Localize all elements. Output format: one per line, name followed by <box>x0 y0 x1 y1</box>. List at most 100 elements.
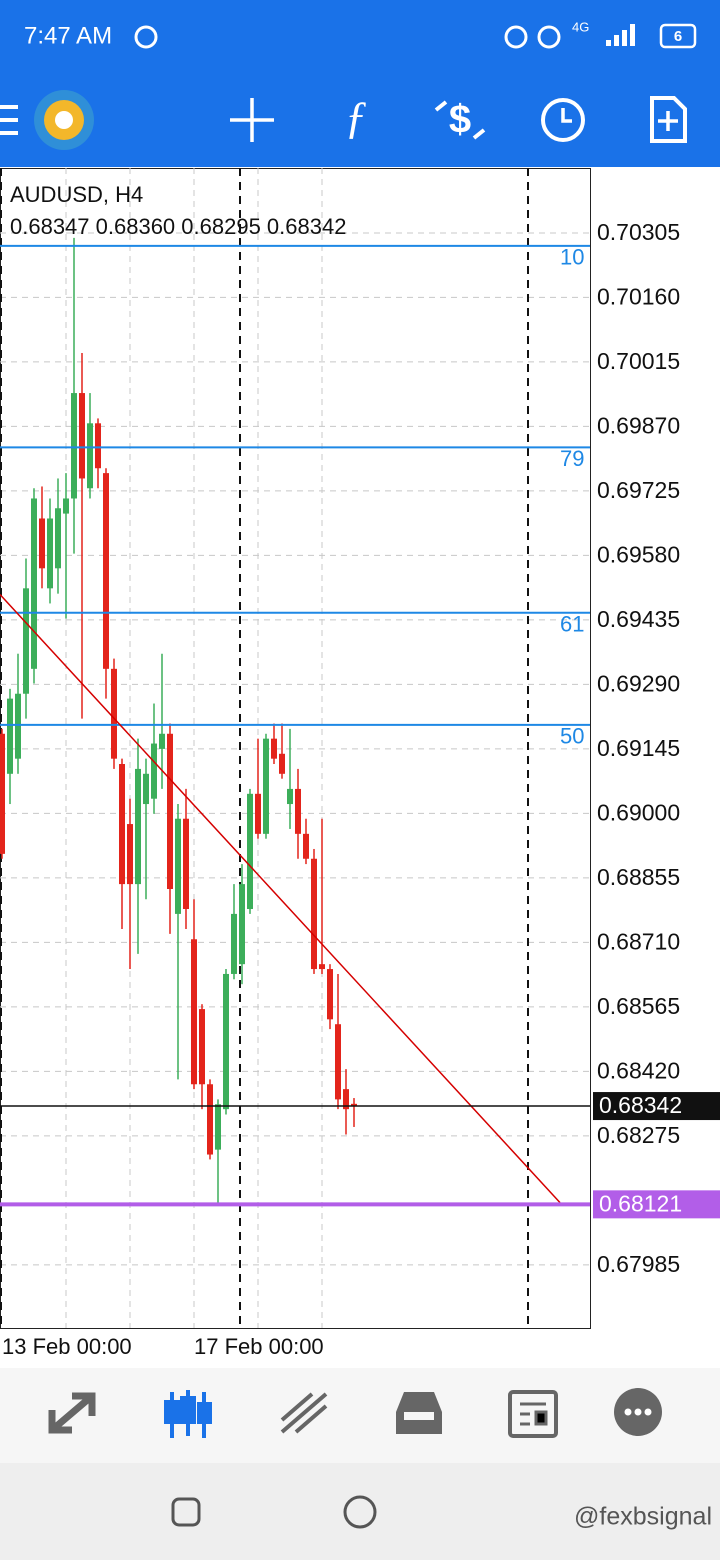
candle-body <box>71 393 77 499</box>
trendline <box>0 594 561 1204</box>
new-order-button[interactable] <box>650 96 687 143</box>
fib-label: 50 <box>560 724 584 749</box>
y-tick-label: 0.69145 <box>597 735 680 761</box>
y-tick-label: 0.69870 <box>597 412 680 438</box>
tab-chart[interactable] <box>164 1390 212 1438</box>
candle-body <box>111 668 117 759</box>
candle-body <box>215 1104 221 1150</box>
signal-icon <box>606 24 635 46</box>
y-tick-label: 0.68420 <box>597 1057 680 1083</box>
candle-body <box>7 698 13 774</box>
ohlc-header: 0.68347 0.68360 0.68295 0.68342 <box>10 214 346 239</box>
alarm-icon <box>504 25 528 49</box>
candle-body <box>207 1084 213 1155</box>
candle-body <box>103 473 109 669</box>
y-tick-label: 0.69725 <box>597 477 680 503</box>
candle-body <box>15 693 21 759</box>
candle-body <box>335 1024 341 1100</box>
y-tick-label: 0.69580 <box>597 541 680 567</box>
y-tick-label: 0.68565 <box>597 993 680 1019</box>
watermark: @fexbsignal <box>574 1503 712 1531</box>
header-bar <box>0 0 720 167</box>
candle-body <box>31 498 37 669</box>
y-tick-label: 0.68855 <box>597 864 680 890</box>
candle-body <box>231 913 237 974</box>
nav-home[interactable] <box>343 1495 377 1529</box>
trade-button[interactable]: $ <box>434 98 486 142</box>
candle-body <box>127 824 133 885</box>
candle-body <box>23 588 29 694</box>
candle-body <box>239 884 245 965</box>
candle-body <box>119 764 125 885</box>
level-label: 0.68121 <box>599 1190 682 1216</box>
candle-body <box>351 1103 357 1107</box>
candle-body <box>95 423 101 469</box>
candle-body <box>39 518 45 569</box>
tab-bar <box>0 1368 720 1463</box>
candle-body <box>63 498 69 514</box>
chart-frame <box>0 168 591 1329</box>
battery-icon <box>659 23 697 49</box>
candle-body <box>0 733 5 854</box>
candle-body <box>79 393 85 479</box>
y-tick-label: 0.68275 <box>597 1122 680 1148</box>
candle-body <box>167 733 173 889</box>
svg-text:$: $ <box>449 98 471 142</box>
nav-bar <box>0 1463 720 1560</box>
candle-body <box>343 1089 349 1110</box>
candle-body <box>151 743 157 799</box>
y-tick-label: 0.69000 <box>597 799 680 825</box>
candle-body <box>303 833 309 859</box>
bid-label: 0.68342 <box>599 1092 682 1118</box>
status-time: 7:47 AM <box>24 22 112 49</box>
y-tick-label: 0.70305 <box>597 219 680 245</box>
y-tick-label: 0.68710 <box>597 928 680 954</box>
candle-body <box>279 753 285 774</box>
y-tick-label: 0.67985 <box>597 1251 680 1277</box>
tab-history[interactable] <box>396 1392 442 1434</box>
candle-body <box>199 1009 205 1085</box>
level-tag <box>593 1190 720 1219</box>
crosshair-button[interactable] <box>230 98 274 142</box>
network-type: 4G <box>572 19 589 34</box>
fib-label: 10 <box>560 245 584 270</box>
candle-body <box>327 969 333 1020</box>
candle-body <box>311 858 317 970</box>
hotspot-icon <box>537 25 561 49</box>
candle-body <box>175 818 181 914</box>
candle-body <box>55 508 61 569</box>
candle-body <box>247 793 253 910</box>
battery-level: 6 <box>674 28 682 45</box>
indicators-button[interactable]: ƒ <box>345 92 368 143</box>
y-tick-label: 0.69435 <box>597 606 680 632</box>
candle-body <box>271 738 277 759</box>
fib-label: 61 <box>560 612 584 637</box>
period-button[interactable] <box>541 98 585 142</box>
candle-body <box>183 818 189 910</box>
menu-button[interactable] <box>0 105 18 135</box>
candle-body <box>87 423 93 489</box>
chart <box>0 168 591 1329</box>
tab-quotes[interactable] <box>48 1392 96 1434</box>
svg-text:ƒ: ƒ <box>345 92 368 143</box>
x-tick-label: 17 Feb 00:00 <box>194 1334 324 1359</box>
y-tick-label: 0.70160 <box>597 284 680 310</box>
fib-label: 79 <box>560 446 584 471</box>
candle-body <box>135 768 141 885</box>
candle-body <box>263 738 269 834</box>
bid-tag <box>593 1092 720 1121</box>
candle-body <box>47 518 53 589</box>
candle-body <box>287 788 293 805</box>
app-logo[interactable] <box>34 90 94 150</box>
candle-body <box>295 788 301 834</box>
candle-body <box>159 733 165 749</box>
tab-news[interactable] <box>508 1390 558 1438</box>
candle-body <box>143 773 149 805</box>
nav-recents[interactable] <box>171 1497 201 1527</box>
tab-trade[interactable] <box>280 1392 328 1434</box>
y-tick-label: 0.69290 <box>597 670 680 696</box>
tab-chat[interactable] <box>614 1388 662 1436</box>
x-tick-label: 13 Feb 00:00 <box>2 1334 132 1359</box>
